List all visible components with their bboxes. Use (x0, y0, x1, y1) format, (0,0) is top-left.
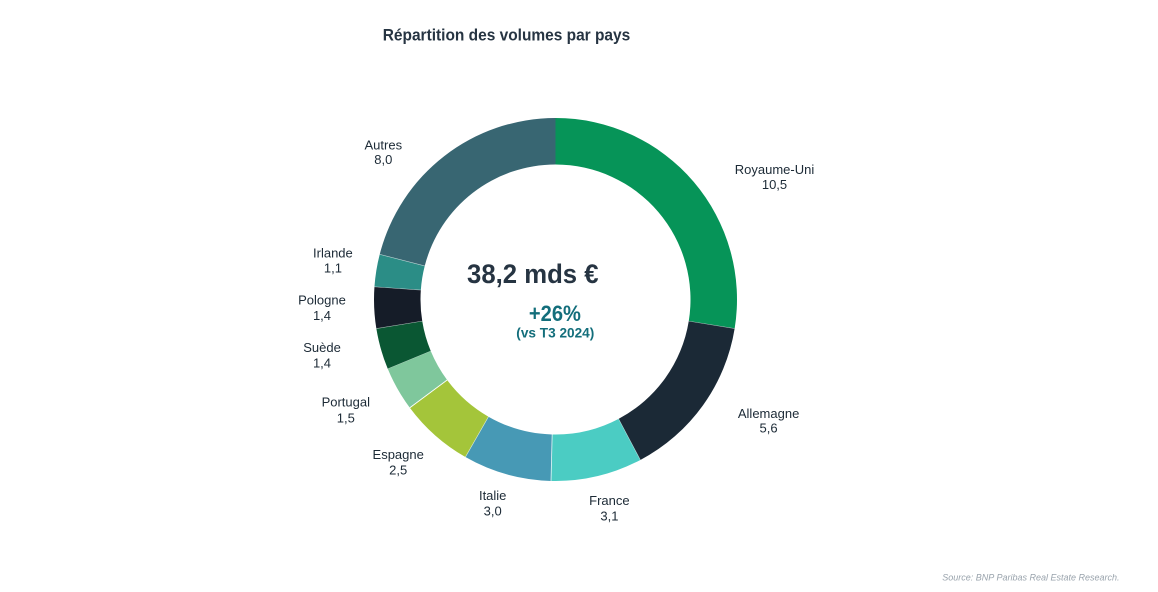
svg-text:3,0: 3,0 (484, 503, 502, 518)
svg-text:Royaume-Uni: Royaume-Uni (735, 162, 815, 177)
svg-text:Pologne: Pologne (298, 292, 346, 307)
svg-text:1,5: 1,5 (337, 410, 355, 425)
svg-text:38,2 mds €: 38,2 mds € (467, 259, 599, 289)
svg-text:Portugal: Portugal (322, 394, 371, 409)
svg-text:Source: BNP Paribas Real Estat: Source: BNP Paribas Real Estate Research… (942, 573, 1119, 583)
svg-text:5,6: 5,6 (760, 421, 778, 436)
svg-text:2,5: 2,5 (389, 462, 407, 477)
svg-text:1,1: 1,1 (324, 260, 342, 275)
svg-text:Italie: Italie (479, 488, 506, 503)
svg-text:8,0: 8,0 (374, 152, 392, 167)
svg-text:Suède: Suède (303, 340, 341, 355)
svg-text:Espagne: Espagne (373, 447, 424, 462)
svg-text:10,5: 10,5 (762, 177, 787, 192)
svg-text:Autres: Autres (365, 138, 403, 153)
svg-text:Irlande: Irlande (313, 245, 353, 260)
svg-text:1,4: 1,4 (313, 356, 331, 371)
svg-text:1,4: 1,4 (313, 308, 331, 323)
svg-text:Allemagne: Allemagne (738, 406, 799, 421)
svg-text:3,1: 3,1 (600, 509, 618, 524)
svg-text:France: France (589, 493, 629, 508)
svg-text:+26%: +26% (529, 301, 581, 326)
svg-text:(vs T3 2024): (vs T3 2024) (516, 325, 594, 340)
svg-text:Répartition des volumes par pa: Répartition des volumes par pays (383, 26, 631, 44)
